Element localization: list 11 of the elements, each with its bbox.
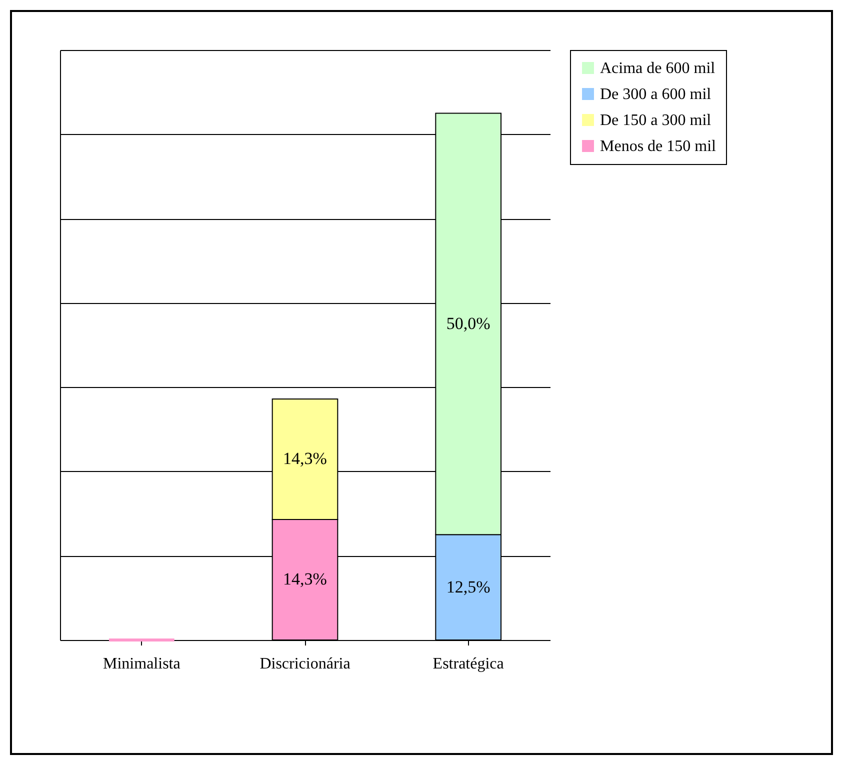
legend-label: Acima de 600 mil: [600, 60, 716, 77]
data-label: 14,3%: [283, 449, 327, 468]
data-label: 50,0%: [446, 314, 490, 333]
data-label: 12,5%: [446, 577, 490, 596]
x-tick-label: Discricionária: [260, 656, 350, 672]
data-label: 14,3%: [283, 570, 327, 589]
legend-label: De 300 a 600 mil: [600, 86, 712, 103]
legend-label: Menos de 150 mil: [600, 138, 717, 155]
x-tick-label: Minimalista: [103, 656, 180, 672]
x-tick-label: Estratégica: [432, 656, 504, 672]
legend-label: De 150 a 300 mil: [600, 112, 712, 129]
